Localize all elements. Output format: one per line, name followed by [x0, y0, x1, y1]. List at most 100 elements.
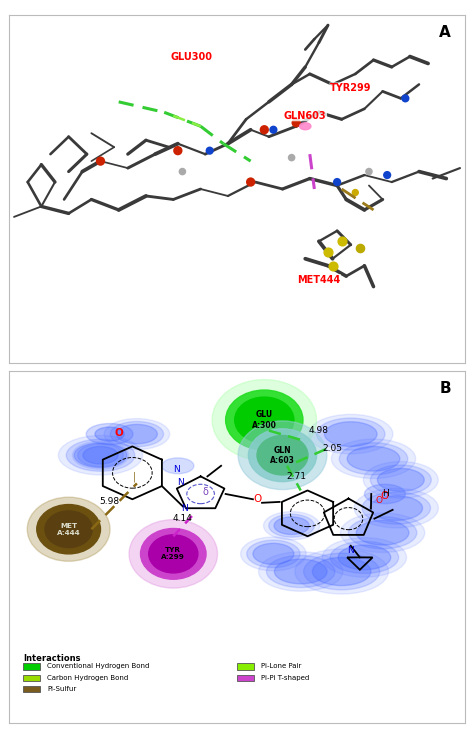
Ellipse shape: [362, 492, 430, 524]
Ellipse shape: [247, 540, 300, 567]
Ellipse shape: [324, 422, 377, 446]
Ellipse shape: [354, 488, 438, 528]
Ellipse shape: [162, 458, 194, 473]
Ellipse shape: [241, 537, 306, 571]
Text: 5.98: 5.98: [100, 496, 119, 506]
Ellipse shape: [339, 443, 408, 475]
Point: [174, 145, 182, 156]
Text: B: B: [439, 381, 451, 396]
Point: [338, 236, 346, 247]
Ellipse shape: [348, 517, 417, 549]
Ellipse shape: [377, 468, 424, 491]
Text: Pi-Pi T-shaped: Pi-Pi T-shaped: [261, 675, 310, 680]
Text: MET444: MET444: [297, 275, 340, 285]
Ellipse shape: [274, 559, 327, 584]
Point: [288, 152, 295, 164]
FancyBboxPatch shape: [23, 664, 40, 670]
Text: |: |: [133, 471, 136, 482]
FancyBboxPatch shape: [237, 664, 254, 670]
Point: [292, 117, 300, 128]
Text: Pi-Sulfur: Pi-Sulfur: [47, 686, 76, 692]
FancyBboxPatch shape: [237, 675, 254, 681]
Ellipse shape: [338, 545, 391, 570]
Point: [179, 166, 186, 178]
Circle shape: [238, 421, 327, 490]
Circle shape: [235, 397, 294, 443]
Text: 2.71: 2.71: [286, 472, 306, 481]
Circle shape: [45, 511, 92, 548]
Ellipse shape: [266, 556, 335, 587]
Point: [206, 145, 213, 156]
Text: GLN
A:603: GLN A:603: [270, 446, 295, 465]
Text: 2.05: 2.05: [323, 443, 343, 453]
Ellipse shape: [74, 443, 127, 468]
Ellipse shape: [347, 446, 400, 471]
Ellipse shape: [364, 462, 438, 498]
Text: N: N: [177, 478, 183, 487]
Ellipse shape: [117, 424, 157, 444]
Text: Pi-Lone Pair: Pi-Lone Pair: [261, 664, 301, 669]
Text: O: O: [114, 428, 123, 437]
Text: A: A: [439, 25, 451, 40]
Point: [261, 124, 268, 136]
Ellipse shape: [78, 444, 123, 467]
Text: δ: δ: [202, 487, 208, 497]
Text: MET
A:444: MET A:444: [57, 523, 81, 536]
FancyBboxPatch shape: [23, 686, 40, 692]
Ellipse shape: [356, 520, 409, 545]
Ellipse shape: [317, 418, 385, 450]
Ellipse shape: [104, 418, 170, 450]
Text: GLU
A:300: GLU A:300: [252, 410, 277, 429]
Circle shape: [226, 390, 303, 450]
Point: [356, 242, 364, 254]
Ellipse shape: [340, 513, 425, 553]
Circle shape: [248, 429, 317, 482]
Circle shape: [140, 528, 206, 579]
Text: TYR299: TYR299: [330, 83, 372, 93]
Ellipse shape: [253, 543, 294, 564]
Point: [383, 169, 391, 181]
Text: TYR
A:299: TYR A:299: [161, 548, 185, 560]
Ellipse shape: [259, 552, 343, 591]
Ellipse shape: [269, 515, 314, 537]
Ellipse shape: [83, 446, 118, 464]
Circle shape: [129, 520, 218, 588]
Ellipse shape: [365, 484, 405, 504]
Point: [270, 124, 277, 136]
Text: N: N: [173, 465, 180, 474]
Ellipse shape: [110, 421, 164, 447]
Circle shape: [149, 535, 198, 573]
Text: Carbon Hydrogen Bond: Carbon Hydrogen Bond: [47, 675, 128, 680]
Point: [365, 166, 373, 178]
Text: O: O: [376, 496, 383, 505]
Point: [97, 156, 104, 167]
Ellipse shape: [370, 495, 423, 520]
Ellipse shape: [312, 557, 371, 586]
Text: Conventional Hydrogen Bond: Conventional Hydrogen Bond: [47, 664, 150, 669]
FancyBboxPatch shape: [23, 675, 40, 681]
Ellipse shape: [300, 123, 311, 130]
Ellipse shape: [331, 439, 416, 479]
Circle shape: [37, 504, 100, 554]
Ellipse shape: [66, 439, 135, 471]
Circle shape: [212, 379, 317, 460]
Text: O: O: [380, 491, 389, 501]
Point: [329, 260, 337, 272]
Text: 4.14: 4.14: [173, 514, 192, 523]
Circle shape: [257, 435, 308, 475]
Ellipse shape: [304, 553, 380, 590]
Text: N: N: [347, 546, 354, 555]
Ellipse shape: [73, 441, 128, 469]
Text: GLU300: GLU300: [171, 51, 212, 62]
Text: 4.98: 4.98: [309, 426, 329, 435]
Ellipse shape: [86, 424, 133, 445]
Ellipse shape: [370, 465, 431, 495]
Point: [247, 176, 255, 188]
Point: [333, 176, 341, 188]
Text: GLN603: GLN603: [284, 111, 327, 121]
Ellipse shape: [264, 512, 319, 539]
Point: [401, 92, 409, 104]
Text: H: H: [383, 489, 389, 498]
Point: [324, 246, 332, 258]
Ellipse shape: [309, 415, 393, 454]
